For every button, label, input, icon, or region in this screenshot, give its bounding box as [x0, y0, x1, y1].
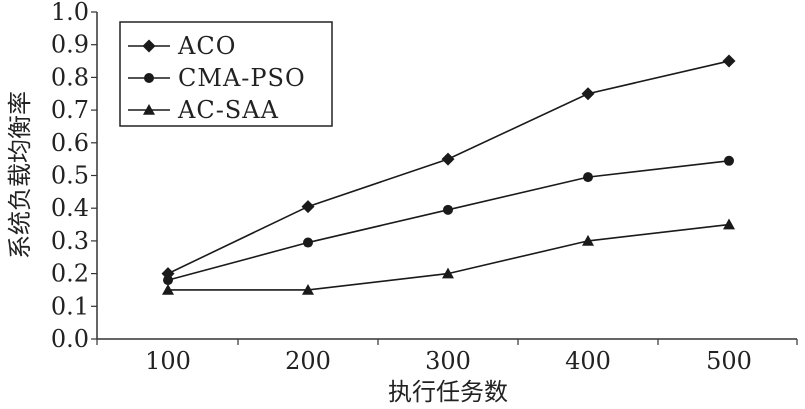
y-tick-label: 0.8 — [51, 63, 89, 91]
y-tick-label: 0.9 — [51, 31, 89, 59]
data-point-ac-saa — [442, 267, 454, 279]
legend-label-aco: ACO — [177, 32, 236, 60]
x-tick-label: 100 — [145, 347, 191, 375]
legend-label-ac-saa: AC-SAA — [177, 96, 279, 124]
legend-marker-ac-saa — [143, 104, 155, 115]
x-axis-ticks: 100 200 300 400 500 — [96, 339, 798, 375]
y-tick-label: 1.0 — [51, 0, 89, 26]
x-axis-title: 执行任务数 — [388, 378, 508, 406]
legend-marker-cma-pso — [144, 73, 154, 83]
series-cma-pso — [163, 155, 734, 286]
y-tick-label: 0.4 — [51, 194, 89, 222]
data-point-aco — [581, 87, 595, 101]
y-tick-label: 0.3 — [51, 227, 89, 255]
data-point-aco — [441, 152, 455, 166]
data-point-ac-saa — [723, 218, 735, 230]
data-point-cma-pso — [163, 275, 173, 286]
data-point-cma-pso — [443, 204, 453, 215]
series-ac-saa — [162, 218, 735, 295]
y-tick-label: 0.6 — [51, 129, 89, 157]
y-tick-label: 0.1 — [51, 292, 89, 320]
legend-box — [119, 21, 333, 127]
series-lines — [161, 54, 736, 295]
legend-label-cma-pso: CMA-PSO — [178, 64, 306, 92]
data-point-ac-saa — [582, 234, 594, 246]
y-tick-label: 0.0 — [51, 325, 89, 353]
x-tick-label: 500 — [706, 347, 752, 375]
y-axis-ticks: 0.0 0.1 0.2 0.3 0.4 0.5 0.6 0.7 0.8 0.9 1.0 — [51, 0, 97, 353]
y-axis-title: 系统负载均衡率 — [6, 91, 34, 259]
legend-marker-aco — [142, 39, 156, 53]
data-point-aco — [722, 54, 736, 68]
data-point-cma-pso — [303, 237, 313, 248]
data-point-aco — [301, 200, 315, 214]
y-tick-label: 0.5 — [51, 162, 89, 190]
x-tick-label: 400 — [565, 347, 611, 375]
data-point-ac-saa — [162, 283, 174, 295]
data-point-cma-pso — [724, 155, 734, 166]
y-tick-label: 0.7 — [51, 96, 89, 124]
legend: ACO CMA-PSO AC-SAA — [119, 21, 333, 127]
series-line-cma-pso — [167, 159, 730, 281]
y-tick-label: 0.2 — [51, 260, 89, 288]
data-point-ac-saa — [302, 283, 314, 295]
data-point-cma-pso — [583, 172, 593, 183]
x-tick-label: 300 — [425, 347, 471, 375]
x-tick-label: 200 — [285, 347, 331, 375]
